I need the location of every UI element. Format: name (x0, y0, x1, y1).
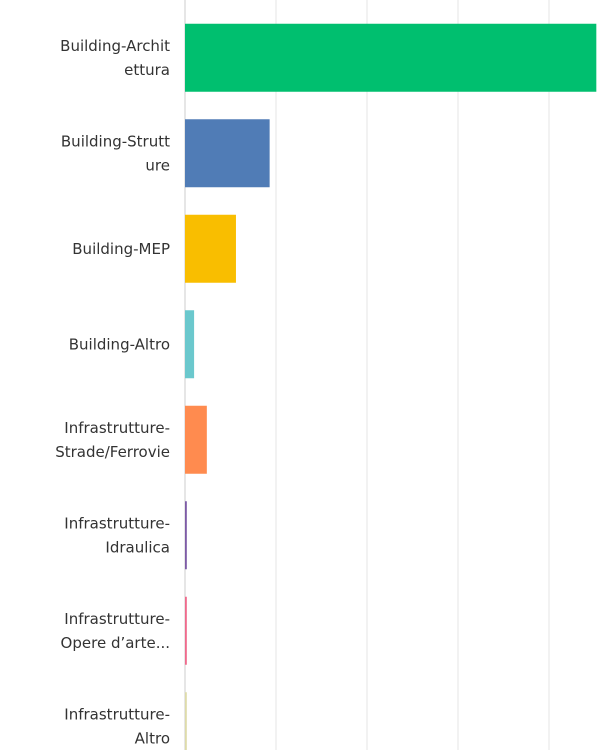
category-label: Infrastrutture-Opere d’arte... (61, 610, 170, 652)
category-label: Infrastrutture-Strade/Ferrovie (55, 419, 170, 461)
category-label: Infrastrutture-Idraulica (64, 514, 170, 556)
category-label: Building-MEP (72, 240, 170, 258)
bar (185, 310, 195, 379)
category-label: Building-Archit ettura (60, 37, 170, 79)
category-label: Building-Altro (69, 335, 170, 353)
bar (185, 692, 187, 750)
bar (185, 119, 270, 188)
bar (185, 501, 187, 570)
bar (185, 405, 207, 474)
category-label: Building-Strutt ure (61, 132, 170, 174)
bar (185, 23, 597, 92)
bar (185, 214, 236, 283)
bar (185, 596, 187, 665)
category-label: Infrastrutture-Altro (64, 705, 170, 747)
